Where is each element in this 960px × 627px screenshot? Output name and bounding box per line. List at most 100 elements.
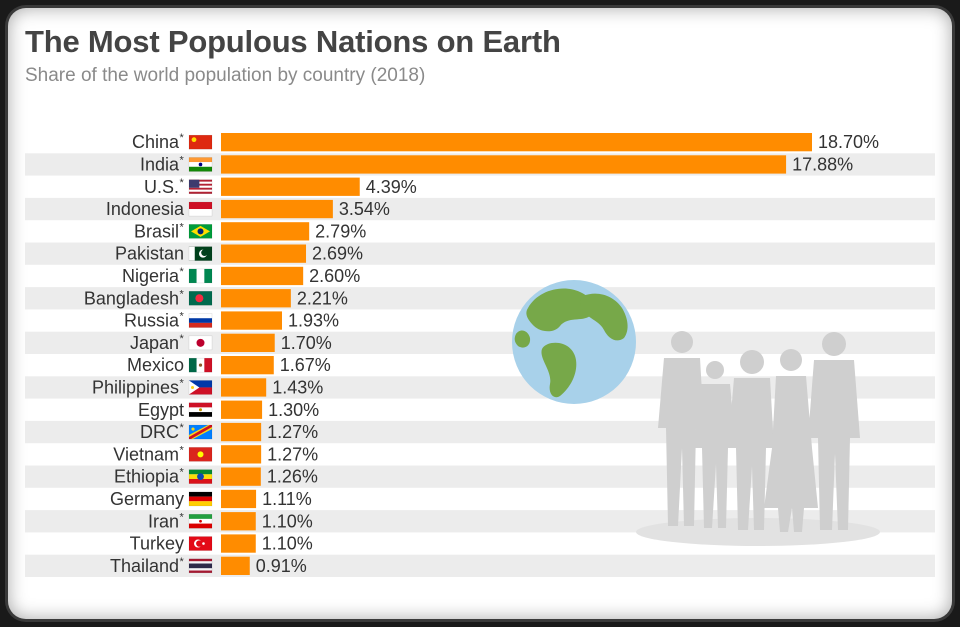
category-label: Russia [124, 311, 180, 331]
people-silhouette-icon [636, 331, 880, 546]
value-label: 2.60% [309, 266, 360, 286]
category-label: Japan [130, 333, 179, 353]
iran-flag-icon [188, 514, 213, 529]
category-label: Egypt [138, 400, 184, 420]
bars [221, 133, 812, 575]
footnote-asterisk: * [180, 377, 185, 389]
footnote-asterisk: * [180, 556, 185, 568]
category-label: Ethiopia [114, 467, 180, 487]
value-label: 1.10% [262, 534, 313, 554]
category-label: China [132, 132, 180, 152]
category-label: Philippines [92, 377, 179, 397]
category-label: DRC [140, 422, 179, 442]
footnote-asterisk: * [180, 221, 185, 233]
bar [221, 378, 267, 397]
footnote-asterisk: * [180, 444, 185, 456]
value-label: 2.21% [297, 288, 348, 308]
value-label: 1.26% [267, 467, 318, 487]
category-label: Indonesia [106, 199, 185, 219]
value-label: 2.79% [315, 221, 366, 241]
bar [221, 311, 282, 330]
bar [221, 222, 310, 241]
bar [221, 289, 291, 308]
category-label: Iran [148, 511, 179, 531]
value-label: 18.70% [818, 132, 879, 152]
value-label: 2.69% [312, 244, 363, 264]
footnote-asterisk: * [180, 311, 185, 323]
bar [221, 356, 274, 375]
thailand-flag-icon [188, 558, 213, 574]
value-label: 17.88% [792, 154, 853, 174]
germany-flag-icon [188, 491, 213, 507]
category-label: Turkey [130, 534, 184, 554]
bar [221, 445, 262, 464]
footnote-asterisk: * [180, 288, 185, 300]
chart-card: The Most Populous Nations on Earth Share… [8, 8, 952, 619]
value-label: 1.27% [267, 444, 318, 464]
category-label: Mexico [127, 355, 184, 375]
pakistan-flag-icon [188, 246, 213, 261]
footnote-asterisk: * [180, 177, 185, 189]
value-label: 1.30% [268, 400, 319, 420]
bar [221, 244, 307, 263]
mexico-flag-icon [188, 357, 213, 373]
japan-flag-icon [188, 335, 213, 351]
value-label: 0.91% [256, 556, 307, 576]
bar [221, 489, 257, 509]
footnote-asterisk: * [180, 422, 185, 434]
value-labels: 18.70%17.88% 4.39%3.54%2.79% 2.69%2.60%2.2… [256, 132, 879, 576]
footnote-asterisk: * [180, 467, 185, 479]
row-stripe [25, 554, 935, 577]
india-flag-icon [188, 157, 213, 172]
bangladesh-flag-icon [188, 291, 213, 306]
footnote-asterisk: * [180, 333, 185, 345]
bar [221, 199, 333, 219]
value-label: 1.43% [272, 377, 323, 397]
footnote-asterisk: * [180, 132, 185, 144]
category-label: Germany [110, 489, 184, 509]
vietnam-flag-icon [188, 447, 213, 462]
bar [221, 512, 256, 531]
usa-flag-icon [188, 179, 213, 194]
value-label: 4.39% [366, 177, 417, 197]
bar [221, 400, 263, 419]
footnote-asterisk: * [180, 511, 185, 523]
value-label: 1.10% [262, 511, 313, 531]
illustration [512, 280, 880, 546]
value-label: 1.70% [281, 333, 332, 353]
bar [221, 422, 262, 442]
value-label: 1.93% [288, 311, 339, 331]
chart-title: The Most Populous Nations on Earth [25, 24, 561, 59]
bar [221, 534, 256, 553]
value-label: 1.67% [280, 355, 331, 375]
bar [221, 556, 250, 575]
china-flag-icon [188, 134, 213, 150]
value-label: 1.11% [262, 489, 312, 509]
value-label: 1.27% [267, 422, 318, 442]
category-label: U.S. [144, 177, 179, 197]
bar [221, 133, 812, 152]
category-label: Thailand [110, 556, 179, 576]
indonesia-flag-icon [188, 201, 213, 217]
nigeria-flag-icon [188, 268, 213, 284]
globe-icon [512, 280, 636, 404]
category-label: Vietnam [113, 444, 179, 464]
flag-icons [188, 134, 213, 574]
russia-flag-icon [188, 313, 213, 328]
drc-flag-icon [188, 424, 213, 440]
category-label: Bangladesh [84, 288, 179, 308]
footnote-asterisk: * [180, 266, 185, 278]
philippines-flag-icon [188, 380, 213, 395]
footnote-asterisk: * [180, 154, 185, 166]
turkey-flag-icon [188, 536, 213, 551]
bar [221, 177, 360, 196]
brazil-flag-icon [188, 224, 213, 239]
bar [221, 333, 275, 352]
category-label: India [140, 154, 180, 174]
category-label: Pakistan [115, 244, 184, 264]
bar [221, 266, 304, 286]
bar [221, 467, 261, 486]
bar [221, 155, 787, 174]
